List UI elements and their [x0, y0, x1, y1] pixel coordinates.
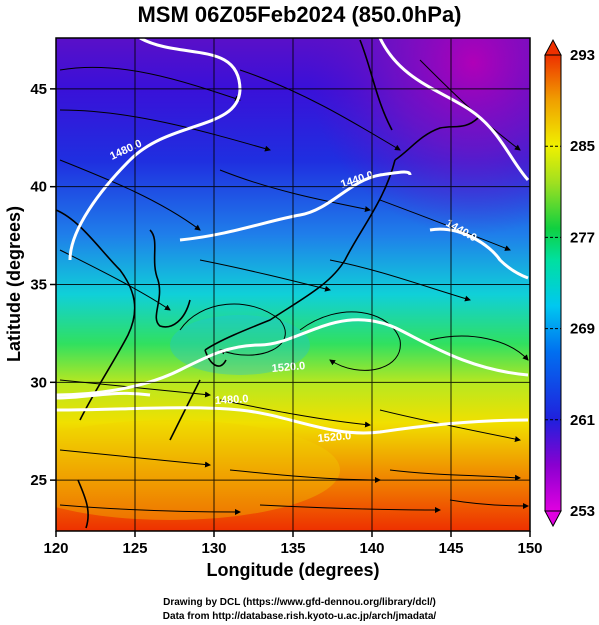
- x-tick-label: 135: [280, 540, 305, 557]
- cool-pool: [170, 315, 310, 375]
- warm-tongue: [56, 420, 340, 520]
- coast-kyushu: [204, 349, 227, 367]
- coast-ryukyu: [169, 379, 201, 441]
- coast-korea: [149, 229, 191, 328]
- y-axis: 25 30 35 40 45: [30, 81, 56, 489]
- y-tick-label: 30: [30, 374, 47, 391]
- colorbar-tick-label: 261: [570, 412, 595, 429]
- credit-drawing: Drawing by DCL (https://www.gfd-dennou.o…: [163, 597, 436, 608]
- y-axis-label: Latitude (degrees): [4, 206, 24, 362]
- contour-label: 1520.0: [317, 430, 352, 445]
- y-tick-label: 40: [30, 179, 47, 196]
- height-contours: [56, 38, 530, 435]
- coastlines: [56, 39, 479, 529]
- plot-area: 1480.0 1440.0 1440.0 1520.0 1480.0 1520.…: [56, 38, 530, 531]
- colorbar: 253 261 269 277 285 293: [544, 38, 595, 528]
- colorbar-bottom-arrow: [544, 510, 562, 528]
- x-tick-label: 150: [517, 540, 542, 557]
- contour-1480-north: [68, 38, 242, 261]
- coast-japan: [204, 159, 396, 351]
- coast-china: [56, 209, 136, 421]
- x-tick-label: 120: [43, 540, 68, 557]
- y-tick-label: 25: [30, 472, 47, 489]
- contour-1480-mid: [56, 318, 529, 397]
- contour-1440-central: [179, 170, 412, 242]
- contour-1440-east: [429, 227, 529, 280]
- contour-label: 1520.0: [271, 360, 306, 375]
- colorbar-tick-label: 285: [570, 138, 595, 155]
- contour-1520-south: [56, 406, 529, 435]
- x-tick-label: 140: [359, 540, 384, 557]
- y-tick-label: 45: [30, 81, 47, 98]
- x-tick-label: 130: [201, 540, 226, 557]
- y-tick-label: 35: [30, 277, 47, 294]
- colorbar-tick-label: 293: [570, 47, 595, 64]
- colorbar-tick-label: 277: [570, 229, 595, 246]
- contour-1440-northeast: [378, 38, 530, 182]
- chart-title: MSM 06Z05Feb2024 (850.0hPa): [137, 2, 462, 27]
- x-tick-label: 145: [438, 540, 463, 557]
- contour-1480-lowwest: [56, 391, 151, 400]
- coast-taiwan: [77, 479, 89, 529]
- colorbar-ticks: 253 261 269 277 285 293: [545, 47, 595, 520]
- contour-label: 1480.0: [215, 393, 249, 407]
- x-tick-label: 125: [122, 540, 147, 557]
- colorbar-tick-label: 253: [570, 503, 595, 520]
- colorbar-gradient: [544, 54, 562, 512]
- x-axis: 120 125 130 135 140 145 150: [43, 531, 543, 557]
- graticule: [56, 38, 530, 531]
- x-axis-label: Longitude (degrees): [206, 560, 379, 580]
- coast-hokkaido: [394, 117, 479, 161]
- credit-data: Data from http://database.rish.kyoto-u.a…: [162, 611, 437, 622]
- wind-streamlines: [59, 59, 529, 515]
- colorbar-top-arrow: [544, 38, 562, 56]
- colorbar-tick-label: 269: [570, 321, 595, 338]
- coast-sakhalin: [359, 39, 393, 131]
